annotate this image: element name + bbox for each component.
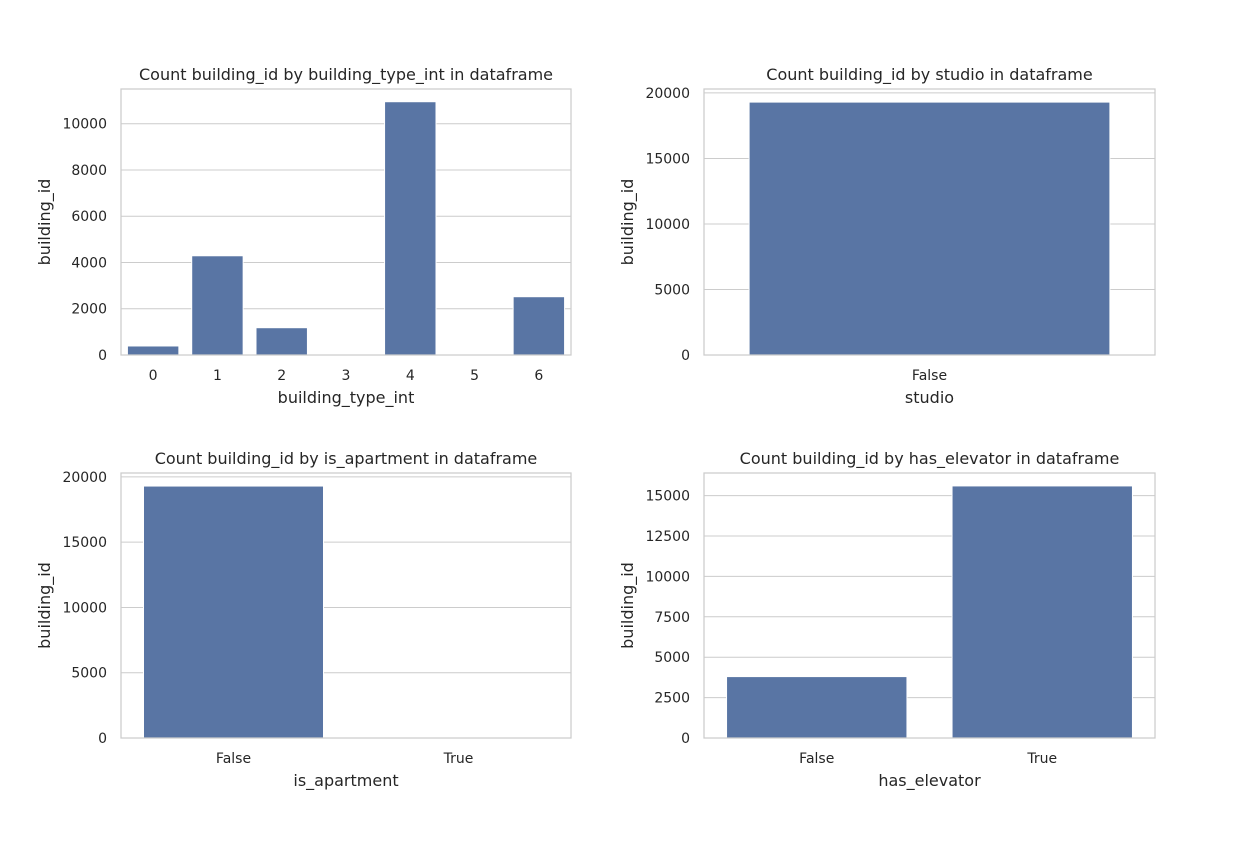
y-tick-label: 10000 <box>62 117 107 133</box>
subplot-0: 0 2000 4000 6000 8000 10000 0 1 2 3 4 5 6 Count build… <box>35 65 572 408</box>
subplot-1: 0 5000 10000 15000 20000 False Count building_… <box>618 65 1156 407</box>
axes-frame <box>120 472 572 739</box>
x-tick-label: True <box>1026 751 1057 767</box>
y-tick-label: 6000 <box>71 209 107 225</box>
x-tick-label: False <box>799 751 834 767</box>
y-axis-label: building_id <box>35 179 55 266</box>
y-tick-label: 15000 <box>645 489 690 505</box>
bar-2 <box>255 327 308 356</box>
x-tick-label: 6 <box>534 368 543 384</box>
y-tick-label: 20000 <box>645 86 690 102</box>
y-tick-label: 5000 <box>654 650 690 666</box>
chart-title: Count building_id by has_elevator in dat… <box>740 449 1120 469</box>
chart-title: Count building_id by studio in dataframe <box>766 65 1092 85</box>
x-axis-label: is_apartment <box>293 771 398 791</box>
y-tick-label: 2500 <box>654 691 690 707</box>
y-tick-label: 12500 <box>645 529 690 545</box>
bar-False <box>748 101 1111 356</box>
bar-True <box>951 485 1133 739</box>
y-tick-label: 10000 <box>645 569 690 585</box>
axes-frame <box>703 472 1156 739</box>
x-tick-label: 1 <box>213 368 222 384</box>
y-tick-label: 5000 <box>654 282 690 298</box>
y-tick-label: 15000 <box>645 151 690 167</box>
y-tick-label: 4000 <box>71 255 107 271</box>
y-tick-label: 0 <box>681 731 690 747</box>
bar-False <box>726 676 908 739</box>
x-tick-label: 5 <box>470 368 479 384</box>
chart-title: Count building_id by is_apartment in dat… <box>155 449 538 469</box>
y-tick-label: 5000 <box>71 666 107 682</box>
y-tick-label: 0 <box>98 731 107 747</box>
bar-6 <box>512 296 566 356</box>
y-tick-label: 0 <box>681 348 690 364</box>
y-tick-label: 2000 <box>71 302 107 318</box>
x-axis-label: has_elevator <box>878 771 981 791</box>
y-axis-label: building_id <box>618 562 638 649</box>
bar-0 <box>126 345 180 356</box>
y-tick-label: 10000 <box>62 600 107 616</box>
axes-frame <box>703 88 1156 356</box>
x-axis-label: building_type_int <box>278 388 415 408</box>
chart-title: Count building_id by building_type_int i… <box>139 65 553 85</box>
x-tick-label: 0 <box>149 368 158 384</box>
y-tick-label: 0 <box>98 348 107 364</box>
y-tick-label: 10000 <box>645 217 690 233</box>
x-tick-label: False <box>216 751 251 767</box>
bar-1 <box>191 255 244 356</box>
y-tick-label: 7500 <box>654 610 690 626</box>
y-axis-label: building_id <box>35 562 55 649</box>
x-axis-label: studio <box>905 388 954 407</box>
y-axis-label: building_id <box>618 179 638 266</box>
axes-frame <box>120 88 572 356</box>
x-tick-label: 4 <box>406 368 415 384</box>
x-tick-label: 2 <box>277 368 286 384</box>
x-tick-label: 3 <box>342 368 351 384</box>
subplot-3: 0 2500 5000 7500 10000 12500 15000 False True Cou… <box>618 449 1156 791</box>
bar-False <box>143 485 324 739</box>
y-tick-label: 15000 <box>62 535 107 551</box>
subplot-2: 0 5000 10000 15000 20000 False True Count build… <box>35 449 572 791</box>
y-tick-label: 8000 <box>71 163 107 179</box>
y-tick-label: 20000 <box>62 470 107 486</box>
bar-4 <box>384 101 437 356</box>
x-tick-label: False <box>912 368 947 384</box>
x-tick-label: True <box>443 751 474 767</box>
